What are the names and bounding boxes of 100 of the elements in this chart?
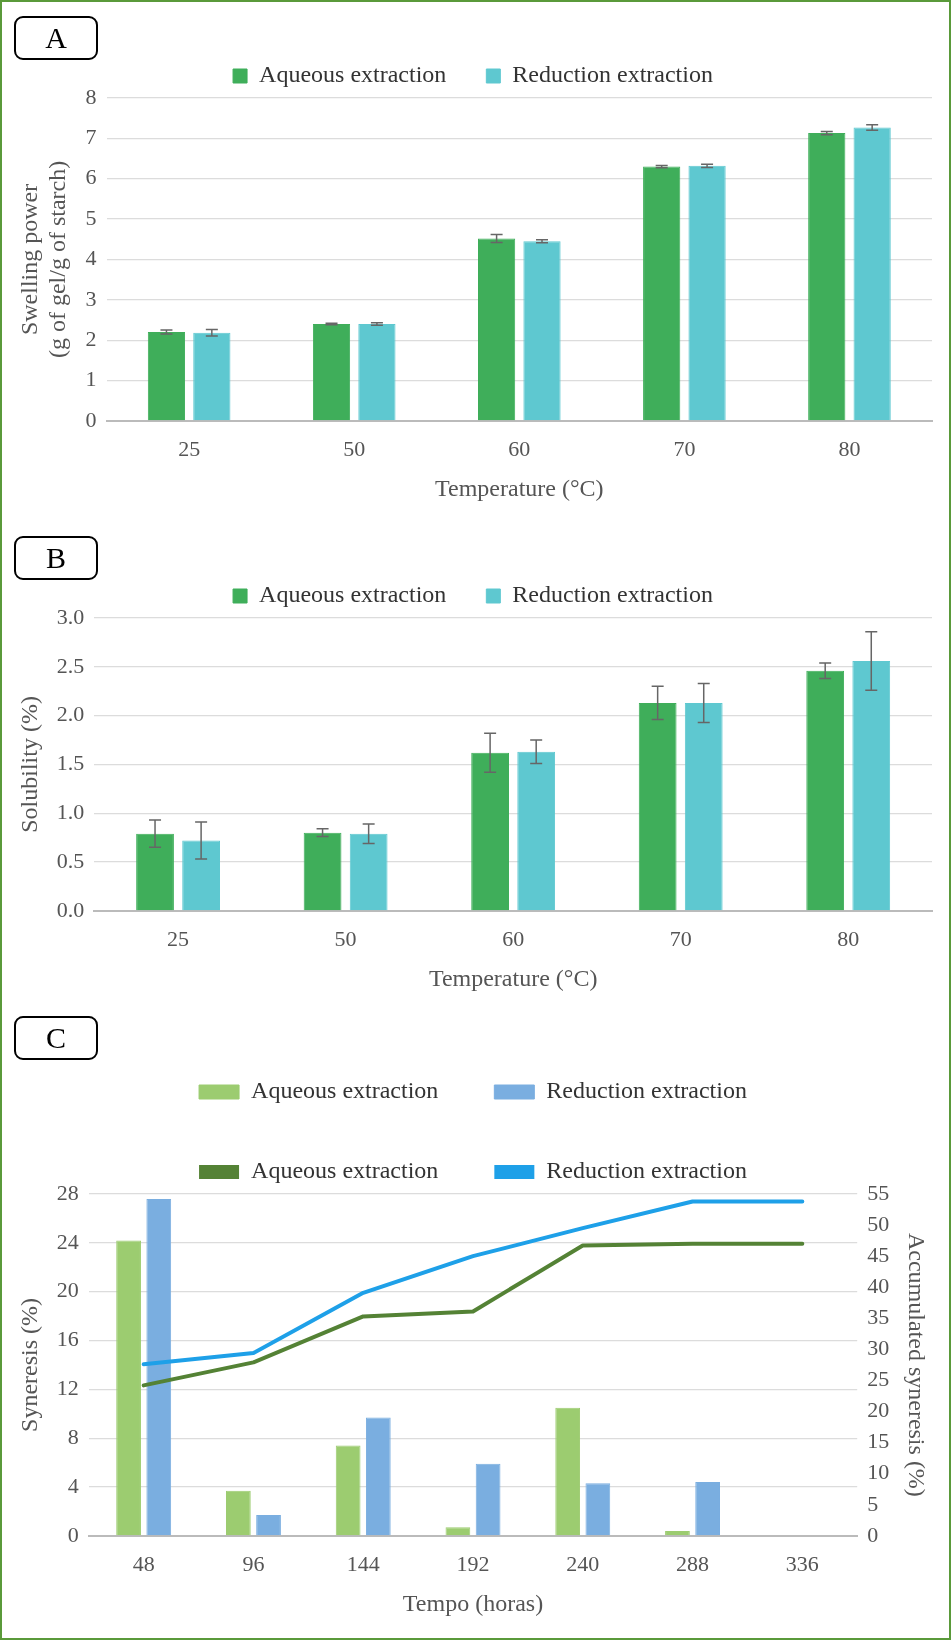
- legend-label: Aqueous extraction: [251, 1077, 439, 1104]
- x-axis-title: Tempo (horas): [402, 1589, 544, 1616]
- x-tick-label: 70: [669, 925, 692, 951]
- bar: [365, 1417, 391, 1536]
- chart-title: A: [14, 16, 98, 60]
- bar: [358, 323, 396, 421]
- bar: [695, 1482, 721, 1536]
- bar: [852, 660, 891, 911]
- x-tick-label: 25: [178, 435, 201, 461]
- bar: [555, 1407, 581, 1536]
- y2-tick-label: 20: [867, 1397, 890, 1423]
- y-tick-label: 0: [85, 406, 97, 432]
- y2-tick-label: 55: [867, 1179, 890, 1205]
- y-tick-label: 6: [85, 164, 97, 190]
- x-tick-label: 48: [132, 1550, 155, 1576]
- bar: [688, 165, 726, 421]
- legend-label: Reduction extraction: [512, 581, 713, 608]
- bar: [475, 1463, 501, 1536]
- y2-tick-label: 35: [867, 1304, 890, 1330]
- bar: [517, 751, 556, 911]
- bar: [808, 133, 846, 421]
- y-tick-label: 1.0: [56, 798, 85, 824]
- x-tick-label: 50: [334, 925, 357, 951]
- y-tick-label: 12: [56, 1375, 79, 1401]
- bar: [256, 1515, 281, 1536]
- x-tick-label: 96: [242, 1550, 265, 1576]
- y-axis-title: Swelling power (g of gel/g of starch): [15, 160, 71, 359]
- y-tick-label: 3.0: [56, 603, 85, 629]
- x-tick-label: 60: [502, 925, 525, 951]
- x-tick-label: 240: [566, 1550, 600, 1576]
- y-axis-title: Solubility (%): [15, 696, 42, 833]
- bar: [665, 1530, 690, 1536]
- legend-label: Reduction extraction: [512, 61, 713, 88]
- x-tick-label: 80: [837, 925, 860, 951]
- y-tick-label: 20: [56, 1277, 79, 1303]
- y-tick-label: 0.5: [56, 847, 85, 873]
- x-tick-label: 50: [343, 435, 366, 461]
- bar: [225, 1490, 251, 1536]
- bar: [312, 323, 351, 421]
- y-axis-title: Syneresis (%): [15, 1297, 42, 1432]
- y-tick-label: 1.5: [56, 750, 85, 776]
- y2-tick-label: 40: [867, 1273, 890, 1298]
- bar: [684, 702, 723, 911]
- y-tick-label: 8: [67, 1423, 79, 1449]
- bar: [116, 1240, 141, 1536]
- y2-tick-label: 45: [867, 1241, 890, 1267]
- y-tick-label: 4: [85, 245, 97, 271]
- x-axis-title: Temperature (°C): [428, 964, 598, 991]
- x-axis-title: Temperature (°C): [435, 474, 604, 501]
- y-tick-label: 16: [56, 1326, 79, 1352]
- x-tick-label: 60: [508, 435, 531, 461]
- y-tick-label: 2.0: [56, 701, 85, 727]
- bar: [445, 1527, 471, 1536]
- legend-label: Reduction extraction: [546, 1157, 747, 1184]
- y-tick-label: 4: [67, 1472, 79, 1498]
- y2-tick-label: 25: [867, 1366, 890, 1392]
- bar: [193, 332, 231, 421]
- x-tick-label: 80: [838, 435, 861, 461]
- bar: [136, 833, 174, 911]
- y-tick-label: 0.0: [56, 896, 85, 922]
- chart-title: C: [14, 1016, 98, 1060]
- y-tick-label: 7: [85, 124, 97, 150]
- x-tick-label: 192: [456, 1550, 490, 1576]
- y2-axis-title: Accumulated syneresis (%): [904, 1232, 931, 1497]
- bar: [638, 702, 677, 911]
- y-tick-label: 2: [85, 325, 97, 351]
- y-tick-label: 5: [85, 204, 97, 230]
- x-tick-label: 288: [676, 1550, 710, 1576]
- legend-label: Reduction extraction: [546, 1077, 747, 1104]
- bar: [335, 1445, 361, 1536]
- legend-label: Aqueous extraction: [259, 581, 447, 608]
- y-tick-label: 8: [85, 83, 97, 109]
- y-tick-label: 3: [85, 285, 97, 311]
- y-tick-label: 24: [56, 1228, 79, 1254]
- bar: [349, 833, 388, 911]
- bar: [643, 166, 681, 421]
- y2-tick-label: 0: [867, 1521, 879, 1547]
- bar: [182, 840, 220, 911]
- bar: [585, 1483, 611, 1536]
- y2-tick-label: 30: [867, 1335, 890, 1361]
- x-tick-label: 25: [167, 925, 190, 951]
- y-tick-label: 1: [85, 366, 97, 392]
- x-tick-label: 144: [346, 1550, 380, 1576]
- bar: [523, 241, 561, 421]
- y2-tick-label: 50: [867, 1210, 890, 1236]
- bar: [471, 752, 509, 911]
- bar: [147, 332, 186, 421]
- y2-tick-label: 5: [867, 1490, 879, 1516]
- bar: [477, 238, 516, 421]
- legend-label: Aqueous extraction: [251, 1157, 439, 1184]
- bar: [146, 1198, 172, 1536]
- y-tick-label: 2.5: [56, 652, 85, 678]
- x-tick-label: 70: [673, 435, 696, 461]
- bar: [806, 670, 845, 911]
- y2-tick-label: 10: [867, 1459, 890, 1485]
- legend-label: Aqueous extraction: [259, 61, 447, 88]
- y2-tick-label: 15: [867, 1428, 890, 1454]
- bar: [303, 832, 342, 911]
- x-tick-label: 336: [785, 1550, 819, 1576]
- y-tick-label: 0: [67, 1521, 79, 1547]
